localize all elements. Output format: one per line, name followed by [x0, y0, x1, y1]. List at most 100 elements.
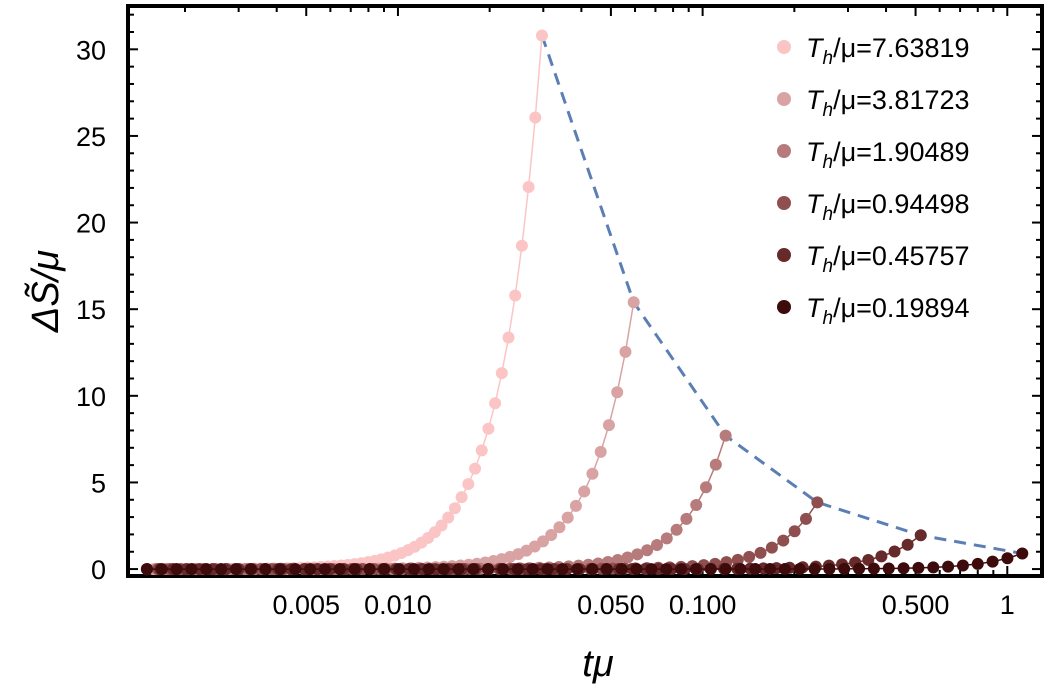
series-3-point-55 [765, 541, 778, 554]
series-2-point-56 [690, 499, 703, 512]
series-0-point-56 [515, 239, 528, 252]
series-5-point-12 [318, 563, 331, 576]
series-1-point-49 [545, 528, 558, 541]
series-1-point-53 [578, 485, 591, 498]
series-2 [140, 429, 732, 576]
series-5-point-16 [378, 563, 391, 576]
series-5-point-26 [526, 563, 539, 576]
series-0-point-50 [475, 444, 488, 457]
series-3-point-56 [777, 534, 790, 547]
series-1-point-56 [602, 419, 615, 432]
series-5-point-59 [1016, 547, 1029, 560]
series-2-point-57 [700, 481, 713, 494]
series-5-point-43 [778, 563, 791, 576]
legend-label-5: Th/μ=0.19894 [806, 293, 970, 329]
legend-label-3: Th/μ=0.94498 [806, 189, 970, 225]
series-0-point-52 [489, 397, 502, 410]
series-5-point-52 [912, 561, 925, 574]
legend-marker-3 [777, 196, 791, 210]
series-5-point-35 [660, 563, 673, 576]
series-5-point-8 [259, 563, 272, 576]
series-5-point-49 [867, 562, 880, 575]
series-5-point-7 [244, 563, 257, 576]
x-tick-label-3: 0.100 [669, 590, 737, 620]
series-5-point-58 [1001, 552, 1014, 565]
series-3-point-58 [799, 512, 812, 525]
series-5-point-4 [200, 563, 213, 576]
legend-label-4: Th/μ=0.45757 [806, 241, 970, 277]
series-5-point-53 [927, 561, 940, 574]
x-tick-label-5: 1 [1000, 590, 1015, 620]
series-4-point-59 [914, 529, 927, 542]
x-tick-label-4: 0.500 [882, 590, 950, 620]
series-5-point-3 [185, 563, 198, 576]
series-0-point-55 [509, 289, 522, 302]
series-0-point-59 [535, 29, 548, 42]
y-tick-label-3: 15 [76, 295, 106, 325]
legend-marker-0 [777, 40, 791, 54]
envelope-dashed-line [540, 34, 1023, 555]
series-5-point-19 [422, 563, 435, 576]
series-2-point-53 [660, 532, 673, 545]
series-0-point-46 [448, 502, 461, 515]
series-1-point-57 [611, 386, 624, 399]
frame-ticks [128, 6, 1042, 576]
x-axis-title: tμ [582, 643, 614, 685]
series-5-point-14 [348, 563, 361, 576]
series-1-point-59 [627, 296, 640, 309]
series-5-point-18 [407, 563, 420, 576]
y-tick-labels: 0 5 10 15 20 25 30 [76, 35, 106, 585]
series-5-point-54 [942, 560, 955, 573]
series-1-point-54 [586, 467, 599, 480]
series-3-point-54 [754, 546, 767, 559]
series-0-point-45 [442, 511, 455, 524]
series-5-point-47 [838, 562, 851, 575]
series-5-point-17 [393, 563, 406, 576]
y-tick-label-0: 0 [91, 555, 106, 585]
x-tick-label-2: 0.050 [577, 590, 645, 620]
series-2-point-59 [719, 429, 732, 442]
series-5-point-30 [586, 563, 599, 576]
series-5-point-44 [793, 563, 806, 576]
series-3-point-53 [743, 550, 756, 563]
series-5-point-41 [749, 563, 762, 576]
series-5-point-25 [511, 563, 524, 576]
legend-label-0: Th/μ=7.63819 [806, 33, 970, 69]
series-5-point-1 [155, 563, 168, 576]
series-2-point-49 [621, 551, 634, 564]
series-1-point-51 [561, 511, 574, 524]
series-1-point-48 [536, 535, 549, 548]
series-0-point-51 [482, 422, 495, 435]
series-5-point-34 [645, 563, 658, 576]
series-0-point-47 [455, 491, 468, 504]
series-5-point-55 [956, 559, 969, 572]
series-3-point-57 [788, 525, 801, 538]
series-5-point-29 [571, 563, 584, 576]
series-5-point-15 [363, 563, 376, 576]
series-5-point-46 [823, 562, 836, 575]
series-1-point-55 [594, 445, 607, 458]
series-5 [140, 547, 1029, 576]
series-5-point-27 [541, 563, 554, 576]
series-5-point-39 [719, 563, 732, 576]
series-5-point-24 [497, 563, 510, 576]
series-5-point-13 [333, 563, 346, 576]
y-axis-title: ΔS̃/μ [24, 250, 67, 333]
series-5-point-28 [556, 563, 569, 576]
series-0-point-49 [469, 462, 482, 475]
series-5-point-42 [764, 563, 777, 576]
series-5-point-32 [615, 563, 628, 576]
legend-marker-1 [777, 92, 791, 106]
y-tick-label-1: 5 [91, 468, 106, 498]
series-0-point-58 [529, 111, 542, 124]
series-5-point-51 [897, 562, 910, 575]
series-2-point-50 [631, 548, 644, 561]
series-5-point-21 [452, 563, 465, 576]
y-tick-label-6: 30 [76, 35, 106, 65]
series-0-point-54 [502, 331, 515, 344]
legend-label-2: Th/μ=1.90489 [806, 137, 970, 173]
legend: Th/μ=7.63819 Th/μ=3.81723 Th/μ=1.90489 Th/μ… [777, 33, 970, 329]
series-1-point-58 [619, 345, 632, 358]
series-2-point-52 [650, 538, 663, 551]
